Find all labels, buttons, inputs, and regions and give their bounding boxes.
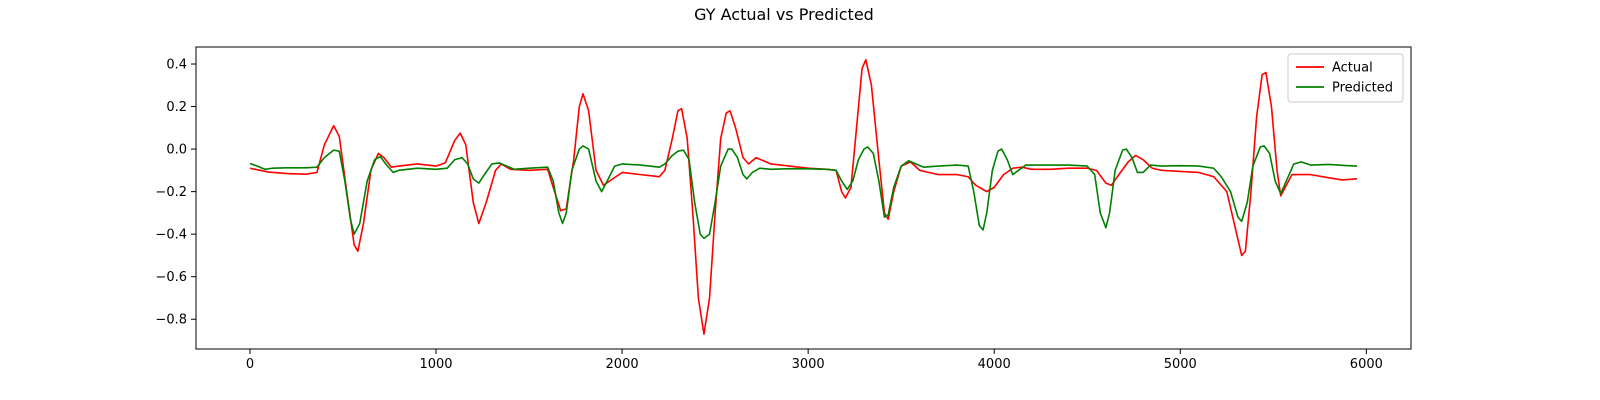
- legend: Actual Predicted: [1287, 53, 1404, 103]
- x-tick-label: 0: [246, 357, 254, 372]
- y-tick-label: 0.0: [166, 143, 187, 158]
- series-line-actual: [249, 58, 1358, 335]
- x-tick-label: 1000: [419, 357, 452, 372]
- x-tick-label: 2000: [606, 357, 639, 372]
- y-tick-label: −0.6: [155, 270, 187, 285]
- legend-box: [1287, 53, 1404, 103]
- axes-frame: [195, 46, 1412, 350]
- y-tick-label: 0.2: [166, 100, 187, 115]
- x-tick-label: 5000: [1164, 357, 1197, 372]
- series-line-predicted: [249, 145, 1358, 240]
- x-tick-label: 3000: [792, 357, 825, 372]
- x-tick-label: 6000: [1350, 357, 1383, 372]
- chart-title: GY Actual vs Predicted: [694, 5, 874, 24]
- x-tick-label: 4000: [978, 357, 1011, 372]
- axes: 0 1000 2000 3000 4000 5000 6000 0.4 0.2 0.0 −0.2 −0…: [155, 46, 1412, 372]
- y-tick-label: −0.8: [155, 313, 187, 328]
- plot-area: [249, 58, 1358, 335]
- legend-label-actual: Actual: [1332, 61, 1373, 76]
- legend-label-predicted: Predicted: [1332, 81, 1393, 96]
- y-tick-label: −0.2: [155, 185, 187, 200]
- y-tick-label: −0.4: [155, 228, 187, 243]
- y-tick-label: 0.4: [166, 58, 187, 73]
